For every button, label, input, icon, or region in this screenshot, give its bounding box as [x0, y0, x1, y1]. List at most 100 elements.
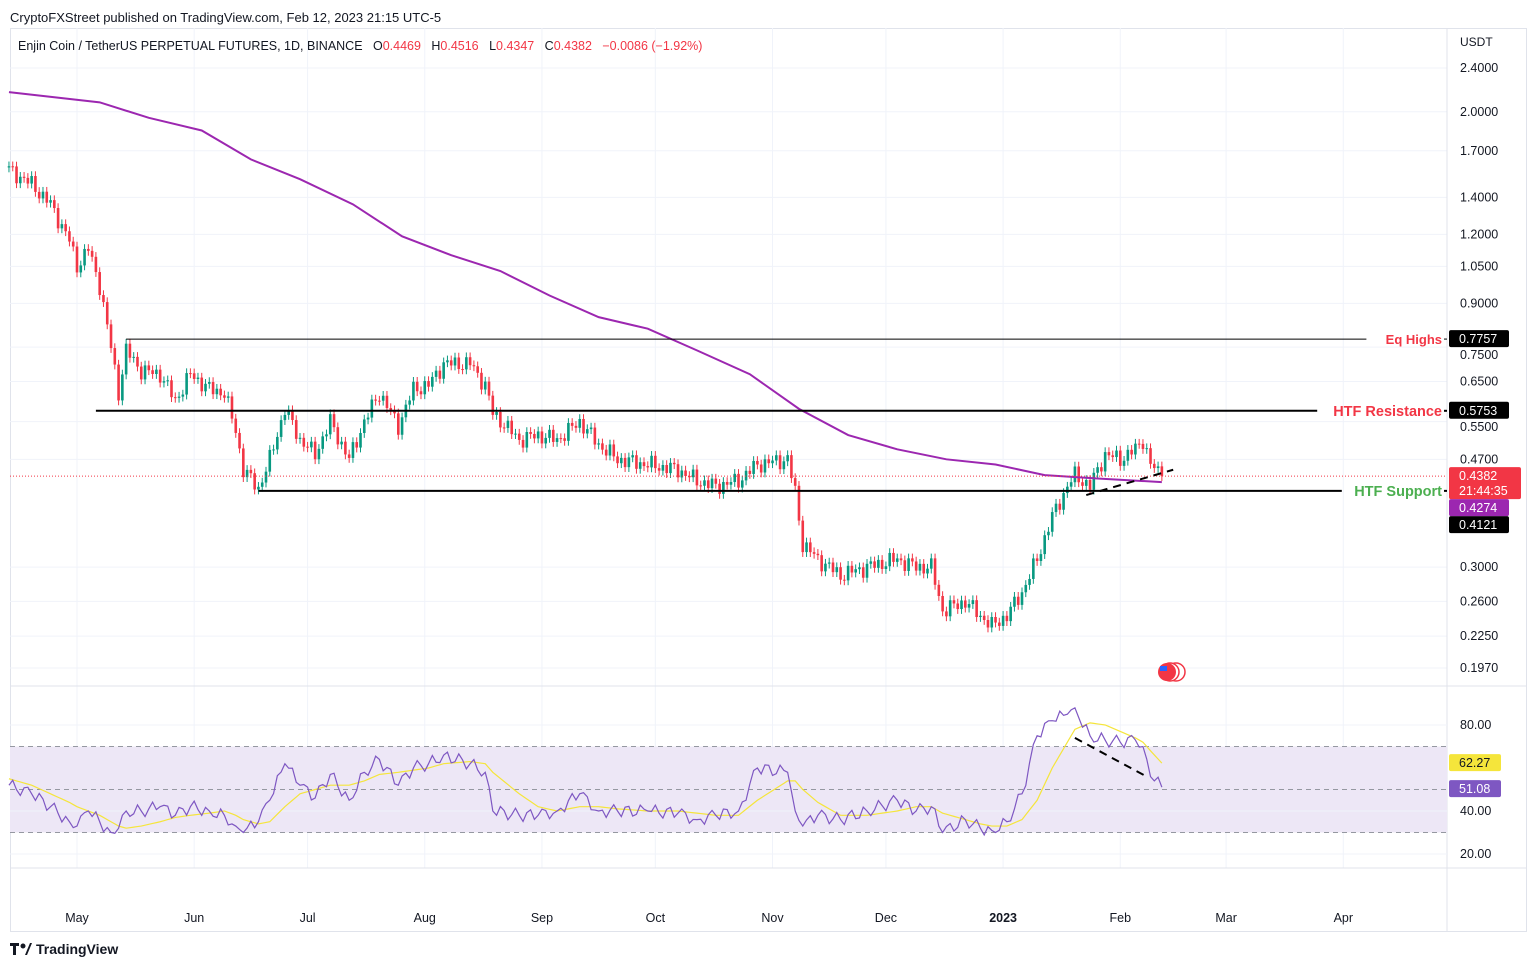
rsi-tag: 51.08 [1459, 782, 1490, 796]
candle-body [843, 579, 846, 581]
candle-body [623, 457, 627, 468]
candle-body [691, 469, 695, 478]
candle-body [495, 411, 498, 415]
candle-body [903, 560, 907, 571]
candle-body [559, 438, 563, 440]
candle-body [60, 224, 64, 229]
candle-body [408, 400, 411, 405]
candle-body [998, 622, 1001, 626]
candle-body [283, 414, 287, 421]
candle-body [816, 553, 820, 556]
candle-body [336, 427, 340, 445]
candle-body [824, 563, 827, 572]
rsi-ma-tag-bg [1449, 754, 1501, 772]
candle-body [389, 408, 393, 411]
candle-body [1001, 615, 1005, 626]
high-value: 0.4516 [440, 39, 479, 53]
candle-body [189, 373, 192, 375]
candle-body [431, 376, 434, 387]
candle-body [536, 431, 540, 439]
candle-body [964, 600, 967, 608]
candle-body [544, 437, 548, 444]
candle-body [1141, 443, 1145, 449]
candle-body [1047, 531, 1050, 536]
candle-body [1149, 448, 1152, 464]
candle-body [264, 471, 268, 483]
level-price-tag: 0.4121 [1459, 518, 1497, 532]
tradingview-logo[interactable]: TradingView [10, 941, 118, 957]
candle-body [635, 455, 638, 469]
candle-body [1081, 482, 1084, 486]
candle-body [790, 455, 793, 479]
candle-body [397, 413, 400, 435]
candle-body [952, 600, 956, 604]
candle-body [427, 381, 430, 387]
candle-body [344, 441, 347, 455]
level-label: Eq Highs [1386, 332, 1442, 347]
time-tick-label: Nov [761, 911, 784, 925]
time-tick-label: 2023 [989, 911, 1017, 925]
candle-body [672, 462, 676, 465]
price-tick-label: 0.6500 [1460, 375, 1498, 389]
price-trendline [1085, 468, 1174, 497]
candle-body [253, 473, 256, 490]
candle-body [805, 542, 808, 553]
candle-body [941, 596, 944, 612]
price-tick-label: 0.9000 [1460, 296, 1498, 310]
candle-body [306, 446, 309, 448]
symbol-title[interactable]: Enjin Coin / TetherUS PERPETUAL FUTURES,… [18, 39, 363, 53]
candle-body [276, 436, 279, 450]
level-label: HTF Support [1354, 484, 1442, 500]
candle-body [1096, 467, 1099, 473]
close-label: C [544, 39, 554, 53]
candle-body [922, 563, 926, 574]
candle-body [105, 302, 109, 325]
price-tick-label: 0.3000 [1460, 560, 1498, 574]
candle-body [230, 396, 234, 419]
flag-circle [1158, 663, 1176, 681]
open-value: 0.4469 [382, 39, 421, 53]
candle-body [551, 429, 555, 442]
candle-body [87, 248, 90, 251]
time-tick-label: Jul [300, 911, 316, 925]
candle-body [185, 373, 188, 395]
candle-body [56, 208, 60, 229]
candle-body [49, 200, 52, 203]
candle-body [90, 250, 94, 257]
candle-body [563, 438, 566, 441]
candle-body [279, 420, 283, 437]
candle-body [616, 456, 619, 464]
candle-body [631, 455, 634, 458]
candle-body [340, 441, 343, 445]
candle-body [317, 448, 321, 460]
candle-body [378, 400, 381, 402]
candle-body [608, 444, 612, 456]
candle-body [1058, 503, 1062, 510]
rsi-tick-label: 40.00 [1460, 804, 1491, 818]
candle-body [442, 362, 445, 379]
candle-body [650, 455, 653, 468]
candle-body [268, 449, 272, 472]
candle-body [1077, 466, 1080, 483]
candle-body [918, 563, 922, 571]
candle-body [41, 191, 45, 199]
candle-body [468, 357, 472, 366]
candle-body [147, 365, 151, 371]
candle-body [219, 388, 222, 396]
candle-body [121, 374, 124, 401]
candle-body [291, 410, 294, 421]
rsi-ma-tag: 62.27 [1459, 756, 1490, 770]
moving-average-line [8, 91, 1162, 484]
candle-body [888, 552, 891, 567]
candle-body [272, 449, 275, 451]
flag-canton [1160, 666, 1167, 671]
candle-body [797, 485, 801, 521]
candle-body [223, 395, 226, 398]
candle-body [703, 480, 706, 486]
candle-body [861, 567, 865, 578]
candle-body [899, 558, 903, 561]
candle-body [211, 382, 215, 395]
candle-body [53, 200, 56, 209]
candle-body [1084, 479, 1088, 486]
